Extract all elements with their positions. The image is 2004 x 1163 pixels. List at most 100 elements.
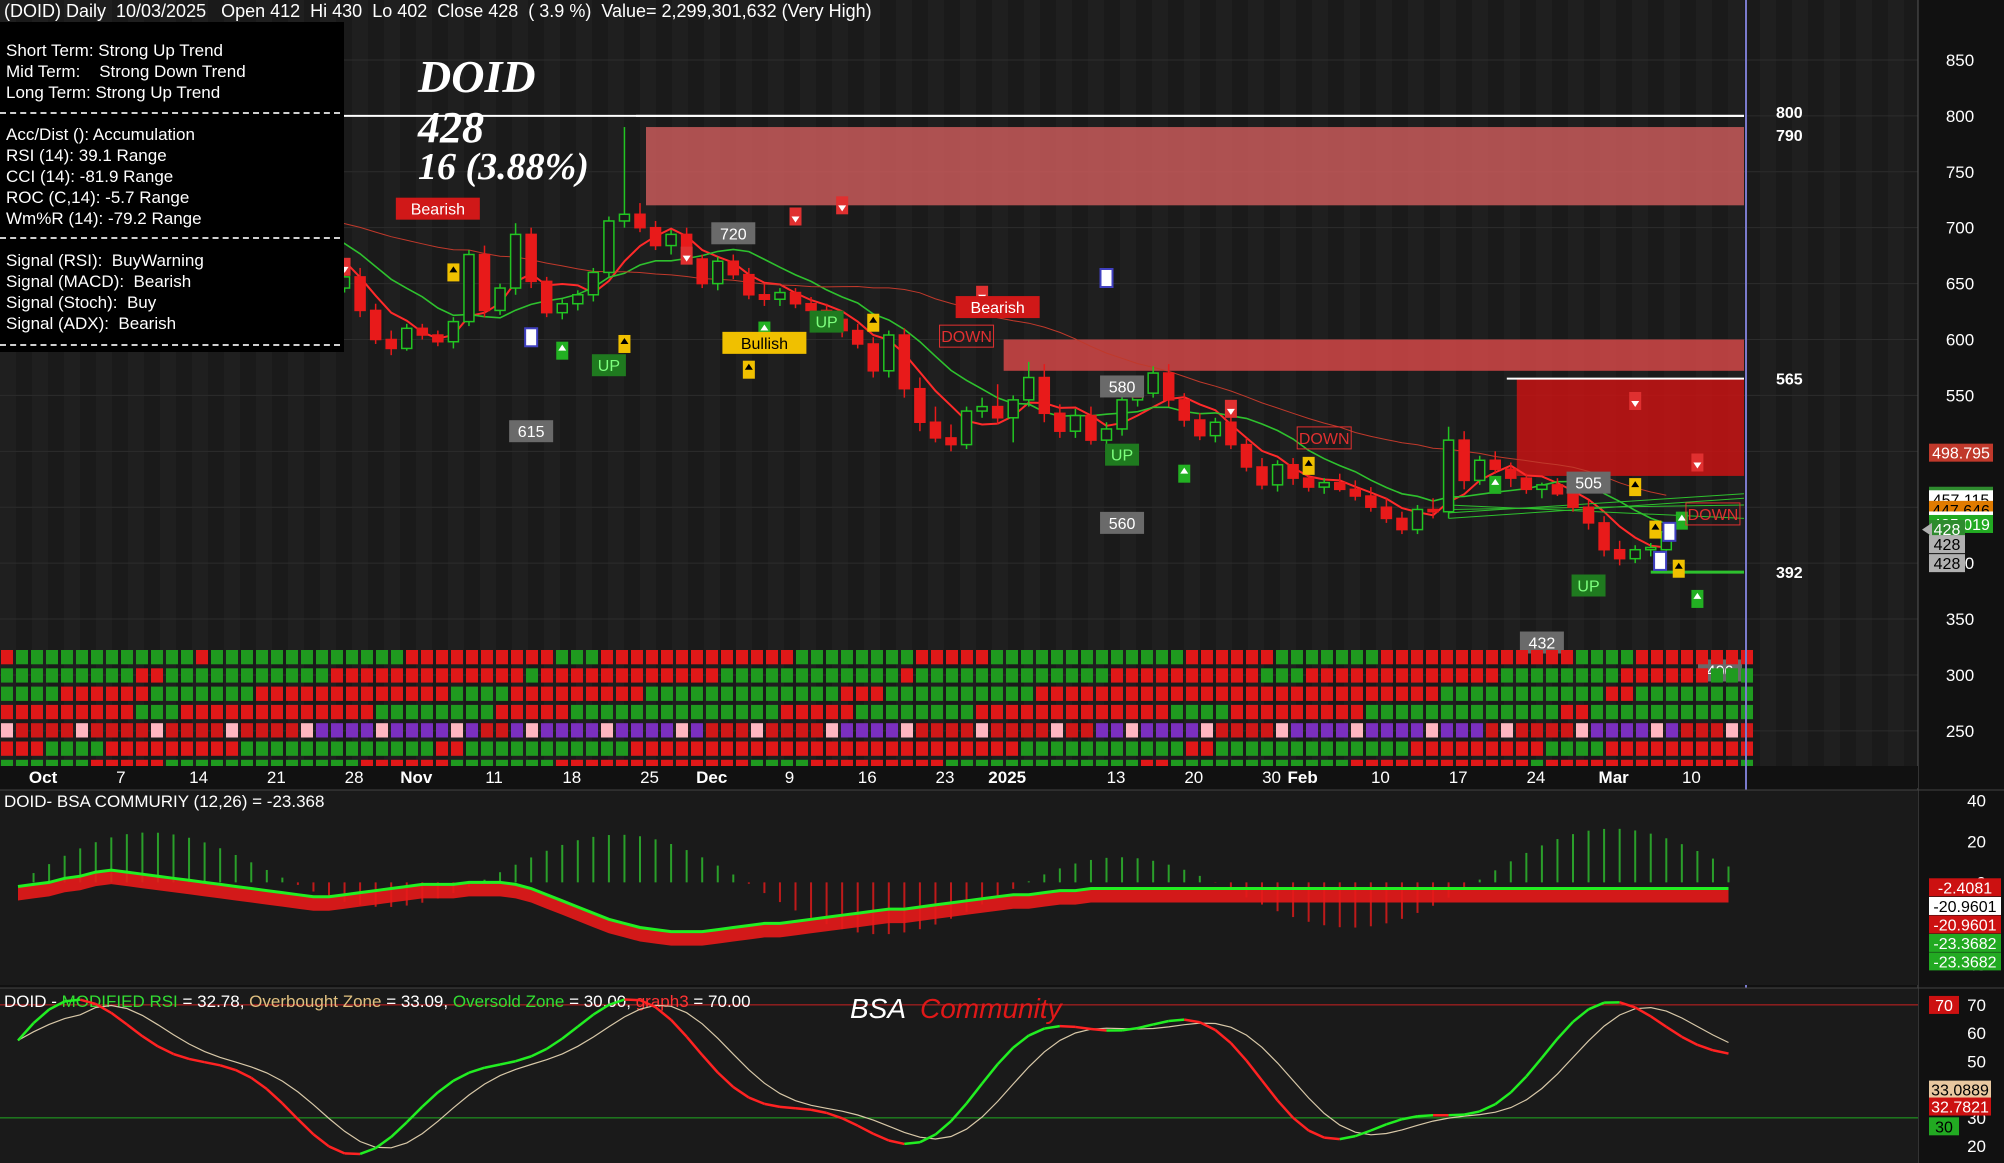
candle [665,233,677,247]
heatmap-cell [376,723,388,738]
heatmap-cell [391,741,403,756]
heatmap-cell [496,704,508,720]
heatmap-cell [226,723,238,738]
up-arrow-icon [449,266,458,273]
heatmap-cell [856,668,868,683]
rsi-line-segment [515,1055,532,1063]
heatmap-cell [601,650,613,665]
heatmap-cell [1636,650,1648,665]
x-tick-label: 7 [116,768,125,787]
heatmap-cell [1066,650,1078,665]
rsi-line-segment [1121,1026,1138,1032]
heatmap-cell [316,686,328,701]
heatmap-cell [421,668,433,683]
candle [758,294,771,300]
candle [1489,459,1501,470]
heatmap-cell [436,704,448,720]
up-arrow-icon [744,363,753,370]
annotation-label: UP [1577,579,1599,596]
rsi-line-segment [141,1035,159,1048]
heatmap-cell [1351,650,1363,665]
heatmap-cell [1576,686,1588,701]
heatmap-cell [631,668,643,683]
heatmap-cell [301,686,313,701]
heatmap-cell [1321,668,1333,683]
heatmap-cell [181,704,193,720]
signal-marker [1653,550,1668,571]
heatmap-cell [721,650,733,665]
heatmap-cell [946,704,958,720]
heatmap-cell [241,704,253,720]
heatmap-cell [181,668,193,683]
heatmap-cell [541,668,553,683]
heatmap-cell [541,741,553,756]
heatmap-cell [301,723,313,738]
x-tick-label: 9 [785,768,794,787]
rsi-line-segment [748,1096,765,1106]
heatmap-cell [631,650,643,665]
rsi-line-segment [1509,1075,1528,1094]
heatmap-cell [856,741,868,756]
candle [1505,468,1517,479]
heatmap-cell [1321,650,1333,665]
heatmap-cell [1501,668,1513,683]
big-change: 16 (3.88%) [418,146,589,188]
price-pointer-icon [1922,522,1932,537]
heatmap-cell [1621,704,1633,720]
up-arrow-icon [1631,481,1640,488]
heatmap-cell [376,686,388,701]
heatmap-cell [1246,668,1258,683]
heatmap-cell [1216,723,1228,738]
heatmap-cell [361,704,373,720]
x-tick-label: 21 [267,768,286,787]
rsi-line-segment [1572,1008,1590,1023]
heatmap-cell [1501,741,1513,756]
heatmap-cell [406,741,418,756]
heatmap-cell [856,704,868,720]
long-term-trend: Long Term: Strong Up Trend [6,83,221,102]
candle [929,421,942,439]
heatmap-cell [511,723,523,738]
x-tick-label: 11 [485,768,503,787]
heatmap-cell [1711,686,1723,701]
rsi-line-segment [810,1108,827,1115]
heatmap-cell [406,668,418,683]
heatmap-cell [1711,741,1723,756]
candle [1271,463,1284,486]
heatmap-cell [1351,668,1363,683]
heatmap-cell [721,723,733,738]
heatmap-cell [796,668,808,683]
heatmap-cell [1171,650,1183,665]
heatmap-cell [1,723,13,738]
heatmap-cell [61,686,73,701]
down-arrow-icon [838,205,847,212]
rsi-line-segment [1681,1035,1698,1046]
rsi-line-segment [670,1019,688,1038]
heatmap-cell [1096,723,1108,738]
heatmap-cell [796,704,808,720]
candle [1536,484,1548,491]
heatmap-cell [1,650,13,665]
heatmap-cell [1486,668,1498,683]
heatmap-cell [931,723,943,738]
heatmap-cell [151,704,163,720]
heatmap-cell [316,650,328,665]
heatmap-cell [466,741,478,756]
candle [572,294,584,305]
heatmap-cell [571,650,583,665]
price-box-label: 428 [1934,556,1961,573]
heatmap-cell [346,741,358,756]
rsi-line-segment [981,1063,999,1085]
rsi-title-part: graph3 [636,992,689,1011]
heatmap-cell [1,668,13,683]
annotation-box [1105,443,1140,466]
heatmap-cell [1141,668,1153,683]
heatmap-cell [1366,723,1378,738]
heatmap-cell [1516,741,1528,756]
heatmap-cell [496,668,508,683]
heatmap-cell [1276,704,1288,720]
divider [0,344,340,346]
heatmap-cell [1651,723,1663,738]
heatmap-cell [856,686,868,701]
